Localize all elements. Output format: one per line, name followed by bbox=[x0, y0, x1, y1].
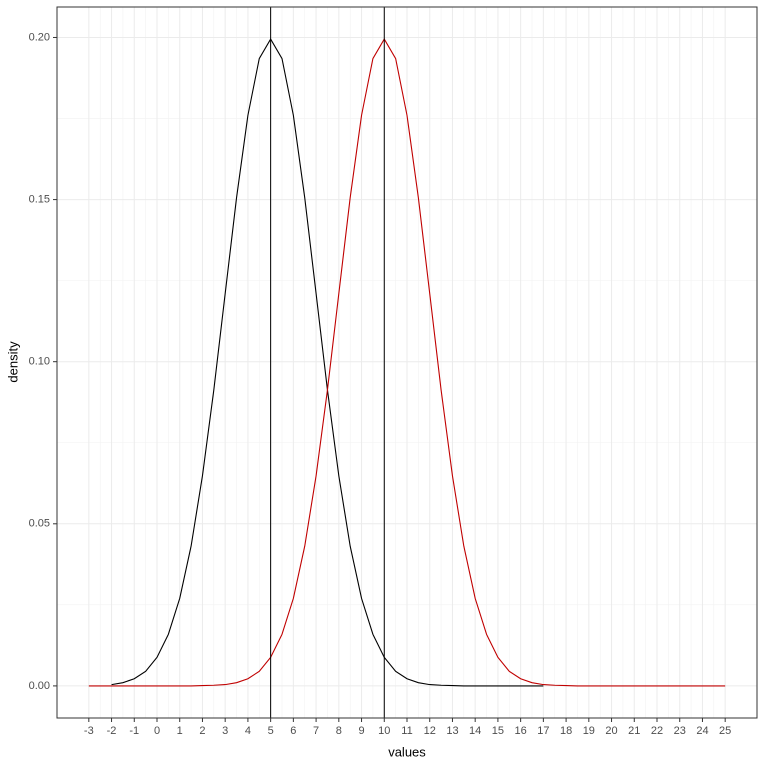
x-tick-label: 21 bbox=[628, 725, 640, 737]
x-tick-label: 14 bbox=[469, 725, 481, 737]
y-tick-label: 0.00 bbox=[29, 680, 50, 692]
x-tick-label: 23 bbox=[674, 725, 686, 737]
y-tick-label: 0.20 bbox=[29, 31, 50, 43]
x-tick-label: 6 bbox=[290, 725, 296, 737]
x-tick-label: 4 bbox=[245, 725, 251, 737]
x-tick-label: 11 bbox=[401, 725, 412, 737]
x-tick-label: 20 bbox=[605, 725, 617, 737]
x-axis-title: values bbox=[388, 744, 426, 759]
x-tick-label: 3 bbox=[222, 725, 228, 737]
y-axis-title: density bbox=[5, 341, 20, 383]
y-tick-label: 0.15 bbox=[29, 193, 50, 205]
x-tick-label: 8 bbox=[336, 725, 342, 737]
x-tick-label: 2 bbox=[199, 725, 205, 737]
x-tick-label: 0 bbox=[154, 725, 160, 737]
x-tick-label: 9 bbox=[358, 725, 364, 737]
x-tick-label: 16 bbox=[515, 725, 527, 737]
density-line bbox=[88, 38, 726, 687]
x-tick-label: 22 bbox=[651, 725, 663, 737]
x-tick-label: 19 bbox=[583, 725, 595, 737]
y-tick-label: 0.10 bbox=[29, 356, 50, 368]
panel-border bbox=[56, 6, 758, 719]
x-tick-label: 10 bbox=[378, 725, 390, 737]
x-tick-label: 15 bbox=[492, 725, 504, 737]
x-tick-label: -2 bbox=[107, 725, 117, 737]
x-tick-label: 12 bbox=[424, 725, 436, 737]
x-tick-label: 24 bbox=[696, 725, 708, 737]
x-tick-label: 5 bbox=[268, 725, 274, 737]
x-tick-label: -1 bbox=[129, 725, 139, 737]
x-tick-label: 25 bbox=[719, 725, 731, 737]
x-tick-label: 18 bbox=[560, 725, 572, 737]
x-tick-label: 17 bbox=[537, 725, 549, 737]
x-tick-label: 13 bbox=[446, 725, 458, 737]
x-tick-label: 1 bbox=[177, 725, 183, 737]
y-tick-label: 0.05 bbox=[29, 518, 50, 530]
x-tick-label: 7 bbox=[313, 725, 319, 737]
x-tick-label: -3 bbox=[84, 725, 94, 737]
